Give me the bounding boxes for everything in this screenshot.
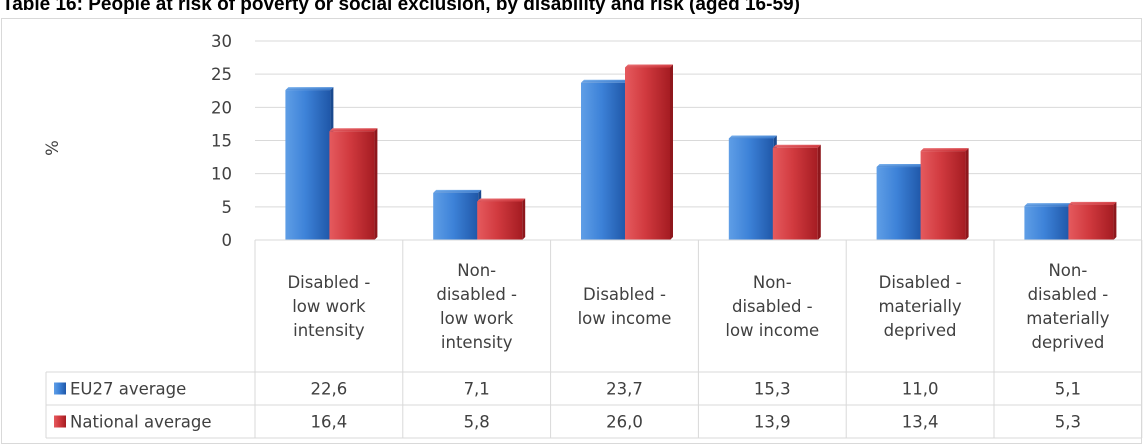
category-label: Non-disabled - low work intensity [436,261,517,352]
category-label-line: Disabled - [879,273,962,292]
category-label-line: intensity [441,333,513,352]
category-label-line: disabled - [436,285,517,304]
data-label: 7,1 [464,380,490,399]
category-label-line: materially [1026,309,1109,328]
category-label-line: intensity [293,321,365,340]
category-label-line: low work [292,297,366,316]
category-label-line: Disabled - [583,285,666,304]
category-label-line: Non- [1048,261,1087,280]
y-tick-label: 5 [222,198,233,217]
bar [1024,206,1070,240]
bar-top [920,148,969,152]
category-label-line: Non- [753,273,792,292]
category-label-line: Disabled - [287,273,370,292]
data-label: 22,6 [311,380,348,399]
data-label: 23,7 [606,380,643,399]
data-label: 11,0 [902,380,939,399]
y-tick-label: 30 [211,32,232,51]
bar [728,138,774,240]
data-label: 16,4 [311,413,348,432]
y-tick-label: 20 [211,98,232,117]
bar-top [477,198,526,202]
category-label-line: low income [725,321,819,340]
bar-top [876,164,925,168]
category-label: Disabled - low work intensity [287,273,370,340]
legend-label: National average [70,413,212,432]
data-label: 5,8 [464,413,490,432]
category-label-line: disabled - [1028,285,1109,304]
y-tick-label: 0 [222,231,233,250]
bar-top [285,87,334,91]
data-label: 5,1 [1055,380,1081,399]
category-label-line: low work [440,309,514,328]
category-label: Non-disabled - low income [725,273,819,340]
category-label-line: materially [878,297,961,316]
bar-top [772,144,821,148]
category-label-line: Non- [457,261,496,280]
category-label: Disabled - materially deprived [878,273,961,340]
bar [329,131,375,240]
bar [772,147,818,240]
bar-side [522,198,526,240]
legend-label: EU27 average [70,380,186,399]
y-tick-label: 15 [211,132,232,151]
category-label: Non-disabled - materially deprived [1026,261,1109,352]
data-label: 15,3 [754,380,791,399]
bar [285,90,331,240]
legend-swatch [54,382,66,395]
bar [581,82,626,240]
bar-top [1024,203,1073,207]
bar-top [433,189,482,193]
bar [625,67,670,241]
bar [1068,204,1114,240]
bar-side [817,144,821,240]
category-label-line: deprived [1031,333,1104,352]
bar [876,167,922,240]
y-tick-label: 10 [211,165,232,184]
bar [920,151,966,240]
y-tick-label: 25 [211,65,232,84]
data-label: 13,4 [902,413,939,432]
category-label-line: disabled - [732,297,813,316]
category-label: Disabled - low income [578,285,672,328]
bar-top [728,135,777,139]
bar [433,192,479,240]
category-label-line: low income [578,309,672,328]
data-label: 26,0 [606,413,643,432]
bar [477,201,523,240]
legend-swatch [54,415,66,428]
bar-top [581,79,629,83]
bar-side [374,128,378,240]
data-label: 13,9 [754,413,791,432]
y-axis-label: % [43,140,62,156]
chart-frame [1,18,1142,444]
data-label: 5,3 [1055,413,1081,432]
bar-top [1068,201,1117,205]
bar-side [1113,201,1117,240]
bar-side [965,148,969,240]
bar-top [625,64,673,68]
category-label-line: deprived [884,321,957,340]
bar-side [670,64,673,241]
bar-top [329,128,378,132]
page-title: Table 16: People at risk of poverty or s… [2,0,800,15]
